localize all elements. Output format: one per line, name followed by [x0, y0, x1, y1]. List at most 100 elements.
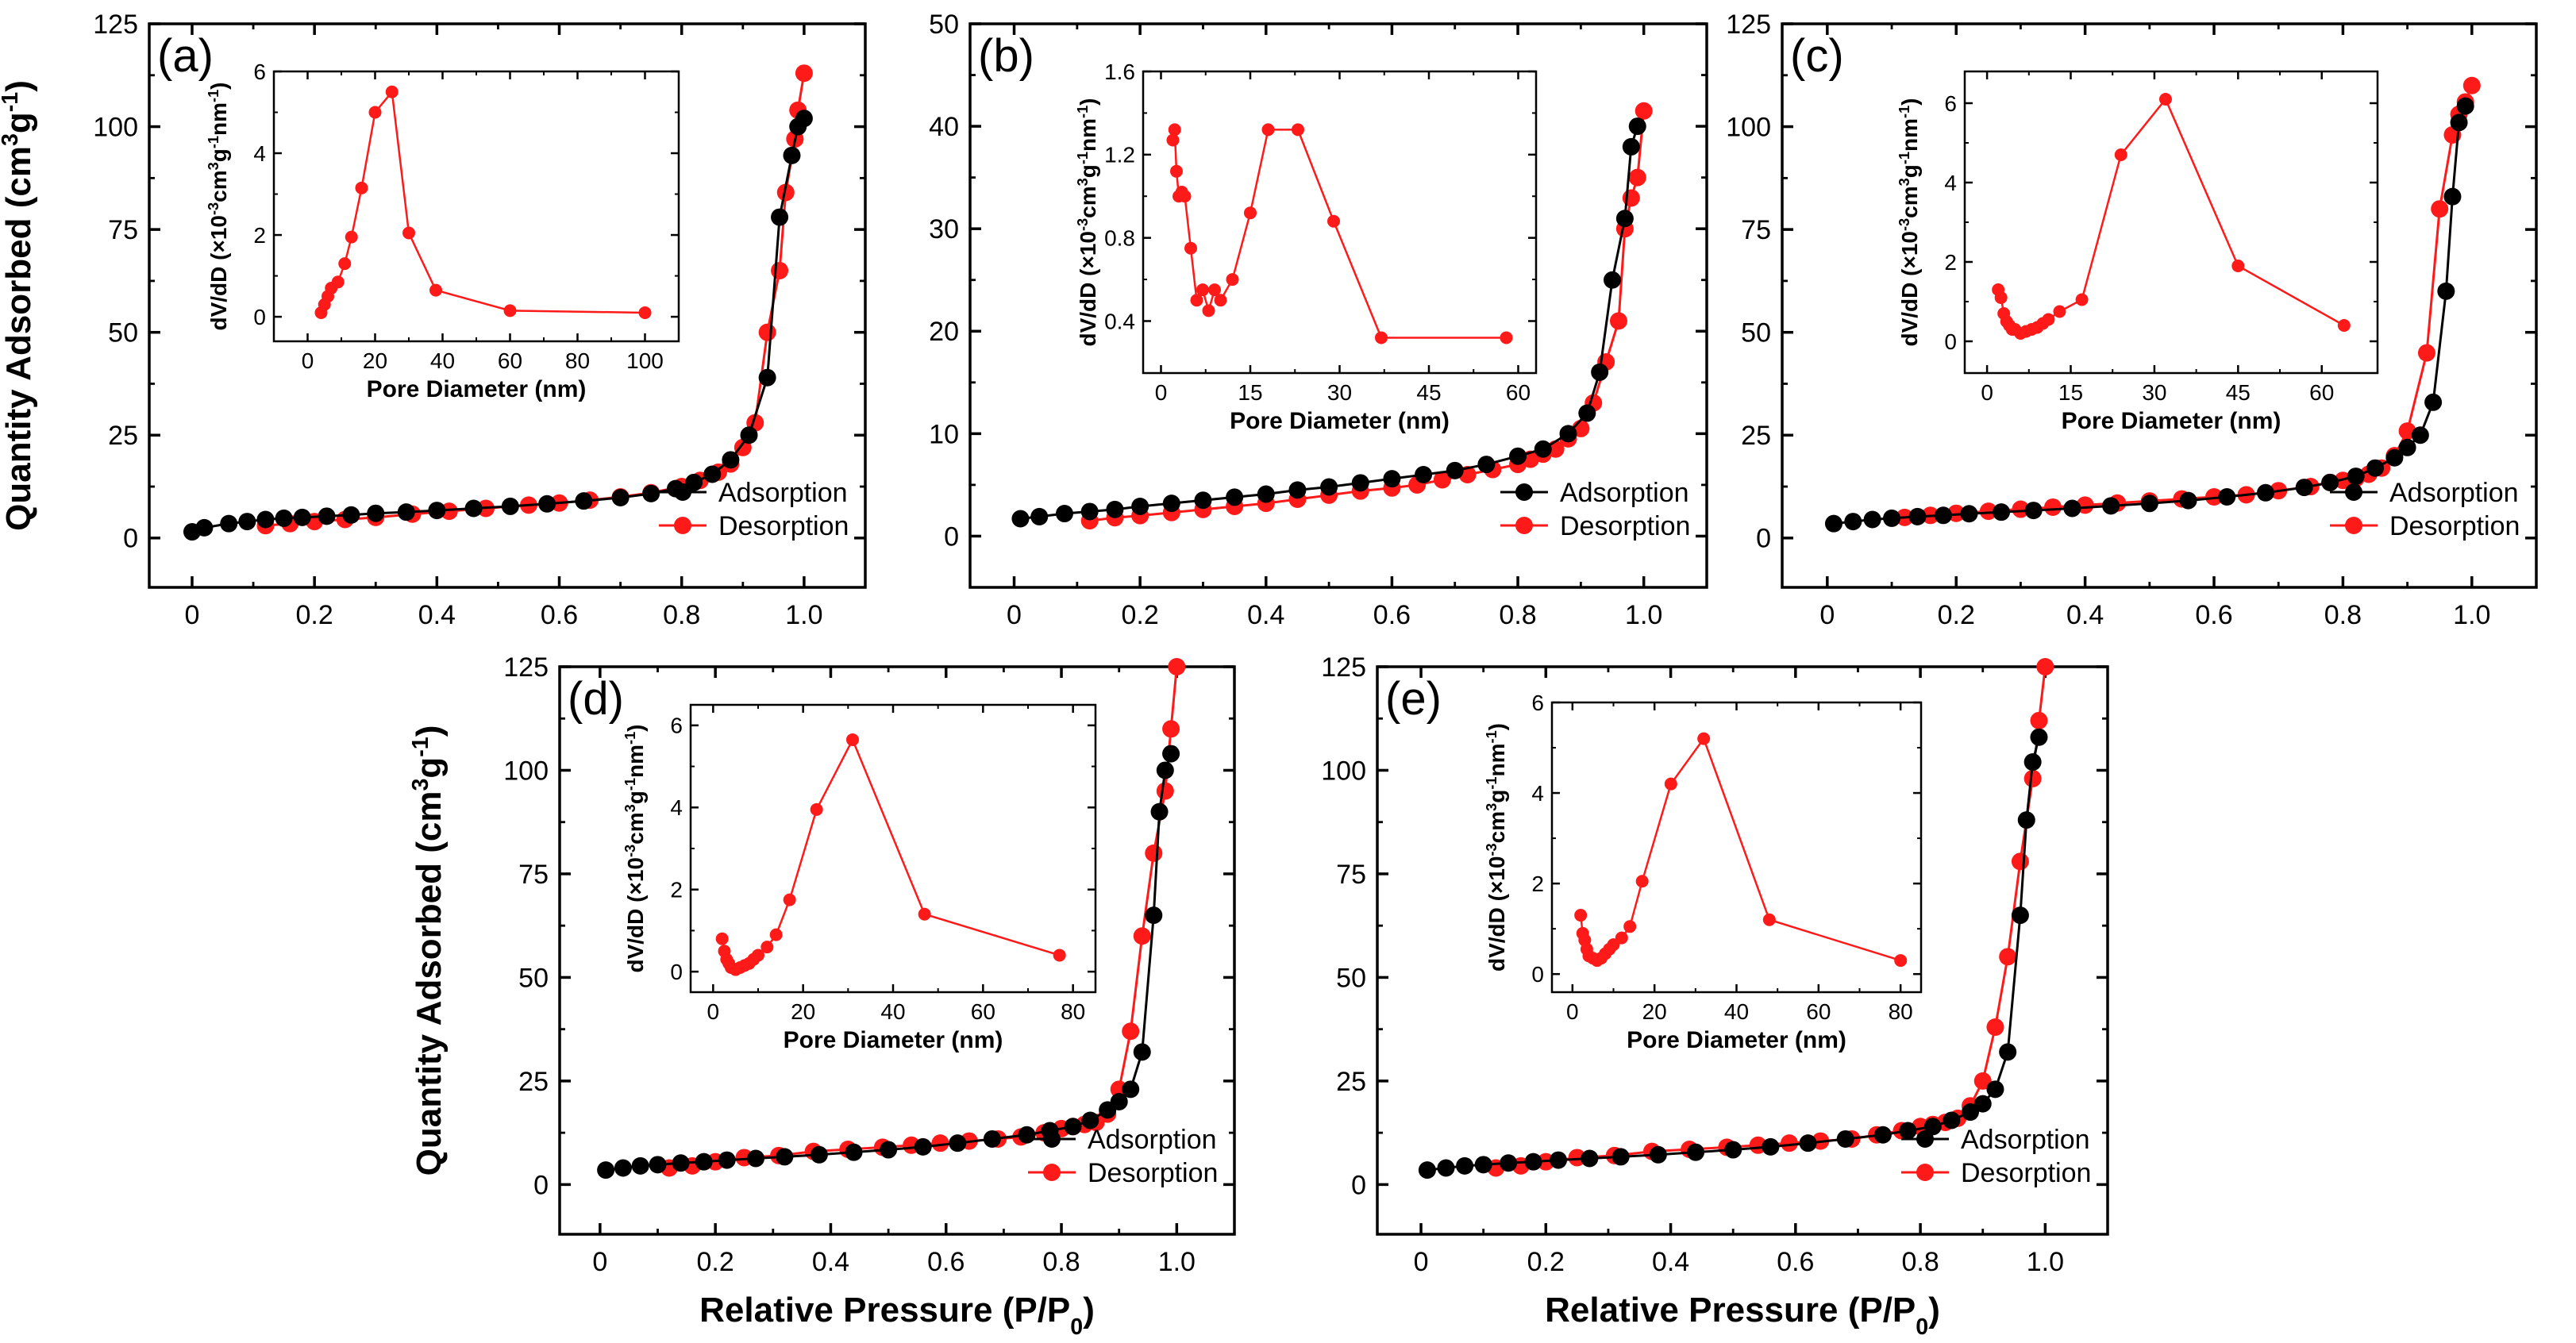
adsorption-point: [1257, 485, 1275, 503]
label-part: ): [0, 80, 38, 92]
adsorption-point: [1524, 1153, 1542, 1171]
inset-point: [1244, 206, 1257, 220]
inset-point: [2337, 319, 2351, 332]
adsorption-point: [1993, 503, 2011, 521]
x-tick-label: 0.4: [2066, 600, 2104, 630]
label-part: cm: [623, 812, 648, 844]
panel-c: 0 0.2 0.4 0.6 0.8 1.0 0 25 50 75 100 125 (c) Adsorpti…: [1726, 10, 2538, 630]
adsorption-point: [1122, 1080, 1140, 1099]
adsorption-point: [795, 110, 813, 128]
adsorption-point: [1011, 510, 1030, 528]
label-part: -3: [1075, 218, 1091, 231]
adsorption-point: [1550, 1151, 1568, 1169]
panel-label: (c): [1790, 30, 1844, 82]
desorption-point: [2462, 76, 2481, 94]
y-tick-label: 4: [670, 795, 683, 820]
adsorption-point: [1080, 502, 1099, 521]
inset-frame: [272, 70, 680, 343]
adsorption-point: [2443, 187, 2462, 206]
inset-point: [1190, 294, 1203, 307]
inset-point: [1623, 920, 1637, 933]
adsorption-point: [1986, 1080, 2004, 1099]
inset-point: [1208, 283, 1221, 297]
adsorption-point: [1474, 1156, 1492, 1174]
x-tick-label: 0.8: [1499, 600, 1536, 630]
adsorption-point: [1437, 1159, 1455, 1177]
adsorption-point: [1162, 745, 1180, 763]
adsorption-point: [575, 492, 593, 510]
label-part: g: [1076, 164, 1100, 178]
adsorption-point: [2456, 97, 2474, 115]
y-axis-label: Quantity Adsorbed (cm3g-1): [0, 80, 38, 531]
x-tick-label: 0: [707, 999, 720, 1024]
y-tick-label: 75: [518, 860, 549, 890]
adsorption-point: [703, 465, 722, 483]
y-tick-label: 6: [1531, 691, 1544, 715]
adsorption-point: [1934, 506, 1952, 525]
x-tick-label: 0.2: [697, 1247, 734, 1277]
adsorption-point: [880, 1141, 898, 1159]
adsorption-point: [2295, 479, 2313, 497]
x-tick-label: 0.6: [541, 600, 578, 630]
desorption-point: [1635, 102, 1653, 120]
legend-label: Adsorption: [718, 478, 848, 508]
adsorption-point: [2179, 491, 2197, 510]
label-part: dV/dD (×10: [1076, 231, 1100, 346]
desorption-point: [2011, 852, 2029, 871]
y-tick-label: 0: [253, 305, 266, 329]
x-tick-label: 30: [1327, 380, 1352, 405]
desorption-point: [1122, 1022, 1140, 1041]
inset-point: [769, 928, 783, 941]
adsorption-point: [1110, 1092, 1128, 1110]
adsorption-point: [2385, 448, 2404, 467]
label-part: nm: [206, 102, 231, 136]
adsorption-point: [342, 506, 360, 524]
x-tick-label: 0.8: [1901, 1247, 1939, 1277]
legend-marker: [1916, 1164, 1934, 1181]
adsorption-point: [771, 208, 789, 226]
y-tick-label: 50: [1741, 318, 1771, 348]
adsorption-point: [1509, 447, 1527, 465]
inset-point: [810, 802, 823, 816]
adsorption-point: [1288, 481, 1307, 499]
x-tick-label: 0.2: [1122, 600, 1159, 630]
adsorption-point: [2102, 497, 2120, 515]
y-tick-label: 4: [1944, 171, 1957, 195]
x-tick-label: 0: [1566, 999, 1579, 1024]
x-tick-label: 20: [791, 999, 815, 1024]
x-tick-label: 1.0: [1625, 600, 1662, 630]
desorption-point: [776, 183, 795, 202]
adsorption-point: [1883, 509, 1901, 527]
y-tick-label: 0: [944, 521, 959, 552]
desorption-point: [795, 64, 813, 83]
y-tick-label: 0: [1756, 524, 1771, 554]
adsorption-point: [1534, 440, 1552, 458]
desorption-point: [931, 1134, 949, 1153]
desorption-point: [2044, 498, 2062, 516]
label-part: -1: [206, 90, 221, 102]
x-tick-label: 0.6: [2195, 600, 2232, 630]
inset-plot: 0 15 30 45 60 0.4 0.8 1.2 1.6 Pore Diameter (nm) d…: [1075, 60, 1538, 434]
inset-point: [2053, 305, 2066, 318]
adsorption-point: [1799, 1134, 1817, 1153]
x-tick-label: 60: [2309, 380, 2334, 405]
y-tick-label: 0.8: [1104, 225, 1135, 250]
label-part: cm: [1484, 811, 1509, 843]
label-part: g: [623, 791, 648, 804]
label-part: nm: [1076, 118, 1100, 152]
adsorption-point: [397, 503, 415, 521]
y-tick-label: 4: [1531, 781, 1544, 806]
inset-point: [1615, 931, 1628, 945]
y-tick-label: 100: [93, 112, 138, 142]
desorption-line: [1089, 110, 1646, 522]
adsorption-point: [722, 451, 740, 469]
desorption-point: [1609, 312, 1627, 330]
adsorption-point: [1030, 507, 1049, 525]
adsorption-point: [2218, 487, 2236, 506]
x-tick-label: 1.0: [1158, 1247, 1196, 1277]
adsorption-point: [810, 1145, 828, 1164]
x-tick-label: 0.4: [1247, 600, 1284, 630]
y-tick-label: 75: [1336, 860, 1366, 890]
legend-marker: [674, 483, 691, 501]
adsorption-point: [1687, 1143, 1705, 1161]
